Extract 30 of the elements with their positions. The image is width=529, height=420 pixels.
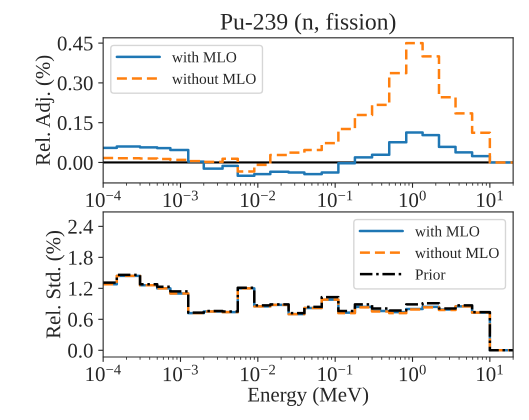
y-axis-title: Rel. Adj. (%) bbox=[35, 56, 54, 166]
x-tick-label: 10$^{−1}$ bbox=[318, 190, 352, 208]
y-tick-label: 1.8 bbox=[69, 250, 93, 265]
x-tick-label: 10$^{−3}$ bbox=[164, 364, 198, 382]
legend-label: with MLO bbox=[172, 52, 236, 62]
legend-label: without MLO bbox=[414, 247, 499, 258]
y-axis-title: Rel. Std. (%) bbox=[46, 230, 65, 338]
x-tick-label: 10$^{−3}$ bbox=[164, 190, 198, 208]
legend-label: with MLO bbox=[414, 226, 480, 237]
x-tick-label: 10$^{−4}$ bbox=[86, 364, 121, 382]
y-tick-label: 0.6 bbox=[68, 312, 93, 327]
x-tick-label: 10$^{−4}$ bbox=[86, 190, 121, 208]
y-tick-label: 2.4 bbox=[68, 220, 94, 234]
x-tick-label: 10$^{−2}$ bbox=[241, 364, 276, 382]
y-tick-label: 0.15 bbox=[58, 116, 93, 130]
legend-label: without MLO bbox=[172, 73, 256, 84]
legend-label: Prior bbox=[415, 269, 446, 280]
y-tick-label: 0.00 bbox=[58, 156, 93, 170]
x-tick-label: 10$^{−2}$ bbox=[241, 190, 276, 208]
y-tick-label: 0.30 bbox=[58, 76, 93, 90]
x-tick-label: 10$^{1}$ bbox=[477, 364, 503, 382]
y-tick-label: 0.45 bbox=[58, 36, 93, 51]
x-axis-title: Energy (MeV) bbox=[248, 387, 368, 406]
y-tick-label: 1.2 bbox=[69, 282, 92, 296]
x-tick-label: 10$^{1}$ bbox=[477, 190, 503, 208]
chart-title: Pu-239 (n, fission) bbox=[220, 12, 396, 34]
x-tick-label: 10$^{0}$ bbox=[400, 364, 426, 382]
x-tick-label: 10$^{0}$ bbox=[400, 190, 426, 208]
y-tick-label: 0.0 bbox=[68, 344, 93, 358]
x-tick-label: 10$^{−1}$ bbox=[318, 364, 352, 382]
